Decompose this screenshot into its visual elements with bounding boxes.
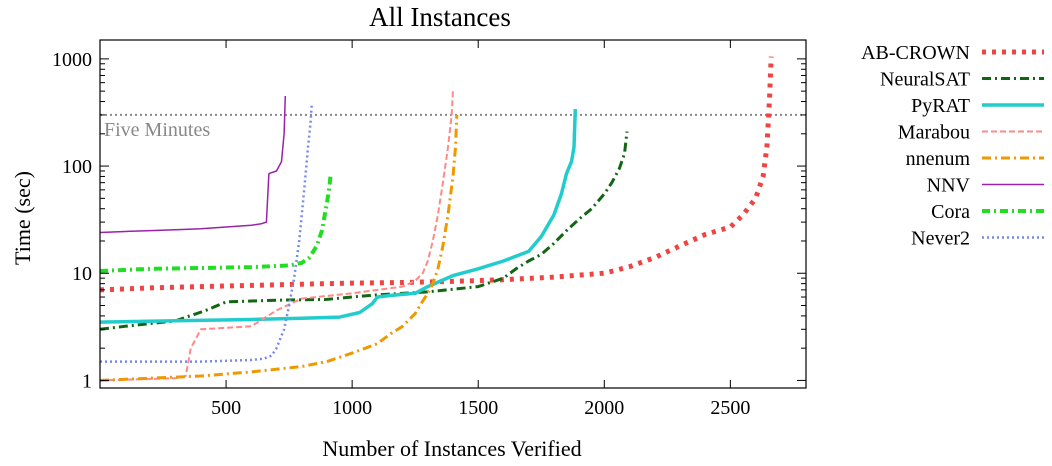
- legend-label: nnenum: [906, 148, 971, 170]
- x-tick-label: 2000: [584, 397, 624, 419]
- y-tick-label: 1: [82, 370, 92, 392]
- y-axis-label: Time (sec): [10, 171, 35, 265]
- x-tick-label: 500: [211, 397, 241, 419]
- x-tick-label: 1500: [458, 397, 498, 419]
- legend-label: Cora: [931, 201, 970, 223]
- y-tick-label: 100: [62, 156, 92, 178]
- axes: 500 1000 1500 2000 2500 1 10 100 1000: [52, 39, 807, 419]
- plot-area: Five Minutes: [100, 56, 806, 382]
- series-line-marabou: [100, 89, 454, 382]
- y-tick-label: 1000: [52, 49, 92, 71]
- series-line-cora: [100, 173, 333, 273]
- series-line-never2: [100, 103, 314, 363]
- legend-label: PyRAT: [911, 95, 970, 117]
- legend-label: NeuralSAT: [880, 69, 970, 91]
- legend-label: Marabou: [898, 122, 970, 144]
- legend: AB-CROWN NeuralSAT PyRAT Marabou nnenum NNV Co…: [861, 42, 1044, 250]
- legend-label: NNV: [927, 175, 971, 197]
- x-tick-label: 2500: [710, 397, 750, 419]
- y-tick-label: 10: [72, 263, 92, 285]
- plot-frame: [99, 39, 807, 389]
- series-line-ab-crown: [100, 56, 774, 293]
- series-line-nnv: [100, 95, 287, 234]
- legend-label: AB-CROWN: [861, 42, 970, 64]
- chart-title: All Instances: [369, 2, 511, 32]
- reference-line-label-1: Five Minutes: [104, 119, 210, 141]
- x-tick-label: 1000: [332, 397, 372, 419]
- series-line-nnenum: [100, 114, 459, 382]
- series-line-pyrat: [100, 109, 578, 324]
- legend-label: Never2: [911, 228, 970, 250]
- series-line-neuralsat: [100, 131, 629, 331]
- x-axis-label: Number of Instances Verified: [322, 436, 581, 461]
